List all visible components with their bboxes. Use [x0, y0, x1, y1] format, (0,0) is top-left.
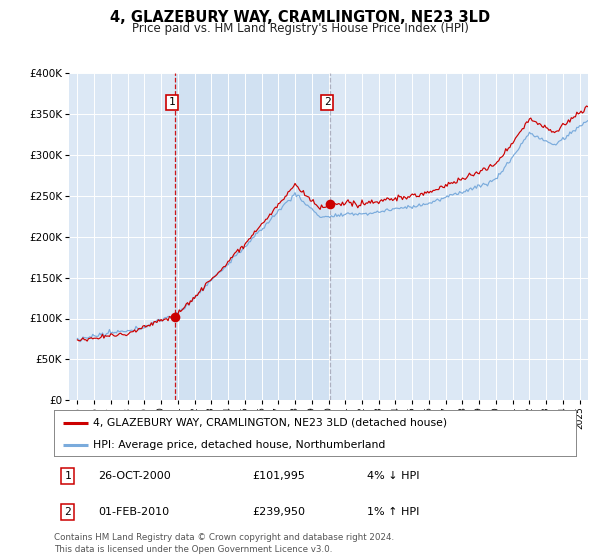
Text: HPI: Average price, detached house, Northumberland: HPI: Average price, detached house, Nort…: [93, 440, 386, 450]
Text: £101,995: £101,995: [253, 471, 305, 481]
Text: 4, GLAZEBURY WAY, CRAMLINGTON, NE23 3LD (detached house): 4, GLAZEBURY WAY, CRAMLINGTON, NE23 3LD …: [93, 418, 447, 428]
Text: 4, GLAZEBURY WAY, CRAMLINGTON, NE23 3LD: 4, GLAZEBURY WAY, CRAMLINGTON, NE23 3LD: [110, 10, 490, 25]
Text: 1: 1: [64, 471, 71, 481]
Text: 01-FEB-2010: 01-FEB-2010: [98, 507, 169, 517]
Text: 4% ↓ HPI: 4% ↓ HPI: [367, 471, 420, 481]
Text: 1: 1: [169, 97, 176, 108]
Text: £239,950: £239,950: [253, 507, 305, 517]
Text: 2: 2: [64, 507, 71, 517]
Text: 1% ↑ HPI: 1% ↑ HPI: [367, 507, 419, 517]
Text: 26-OCT-2000: 26-OCT-2000: [98, 471, 171, 481]
Text: Contains HM Land Registry data © Crown copyright and database right 2024.
This d: Contains HM Land Registry data © Crown c…: [54, 533, 394, 554]
Bar: [175, 73, 330, 400]
Text: Price paid vs. HM Land Registry's House Price Index (HPI): Price paid vs. HM Land Registry's House …: [131, 22, 469, 35]
Text: 2: 2: [324, 97, 331, 108]
